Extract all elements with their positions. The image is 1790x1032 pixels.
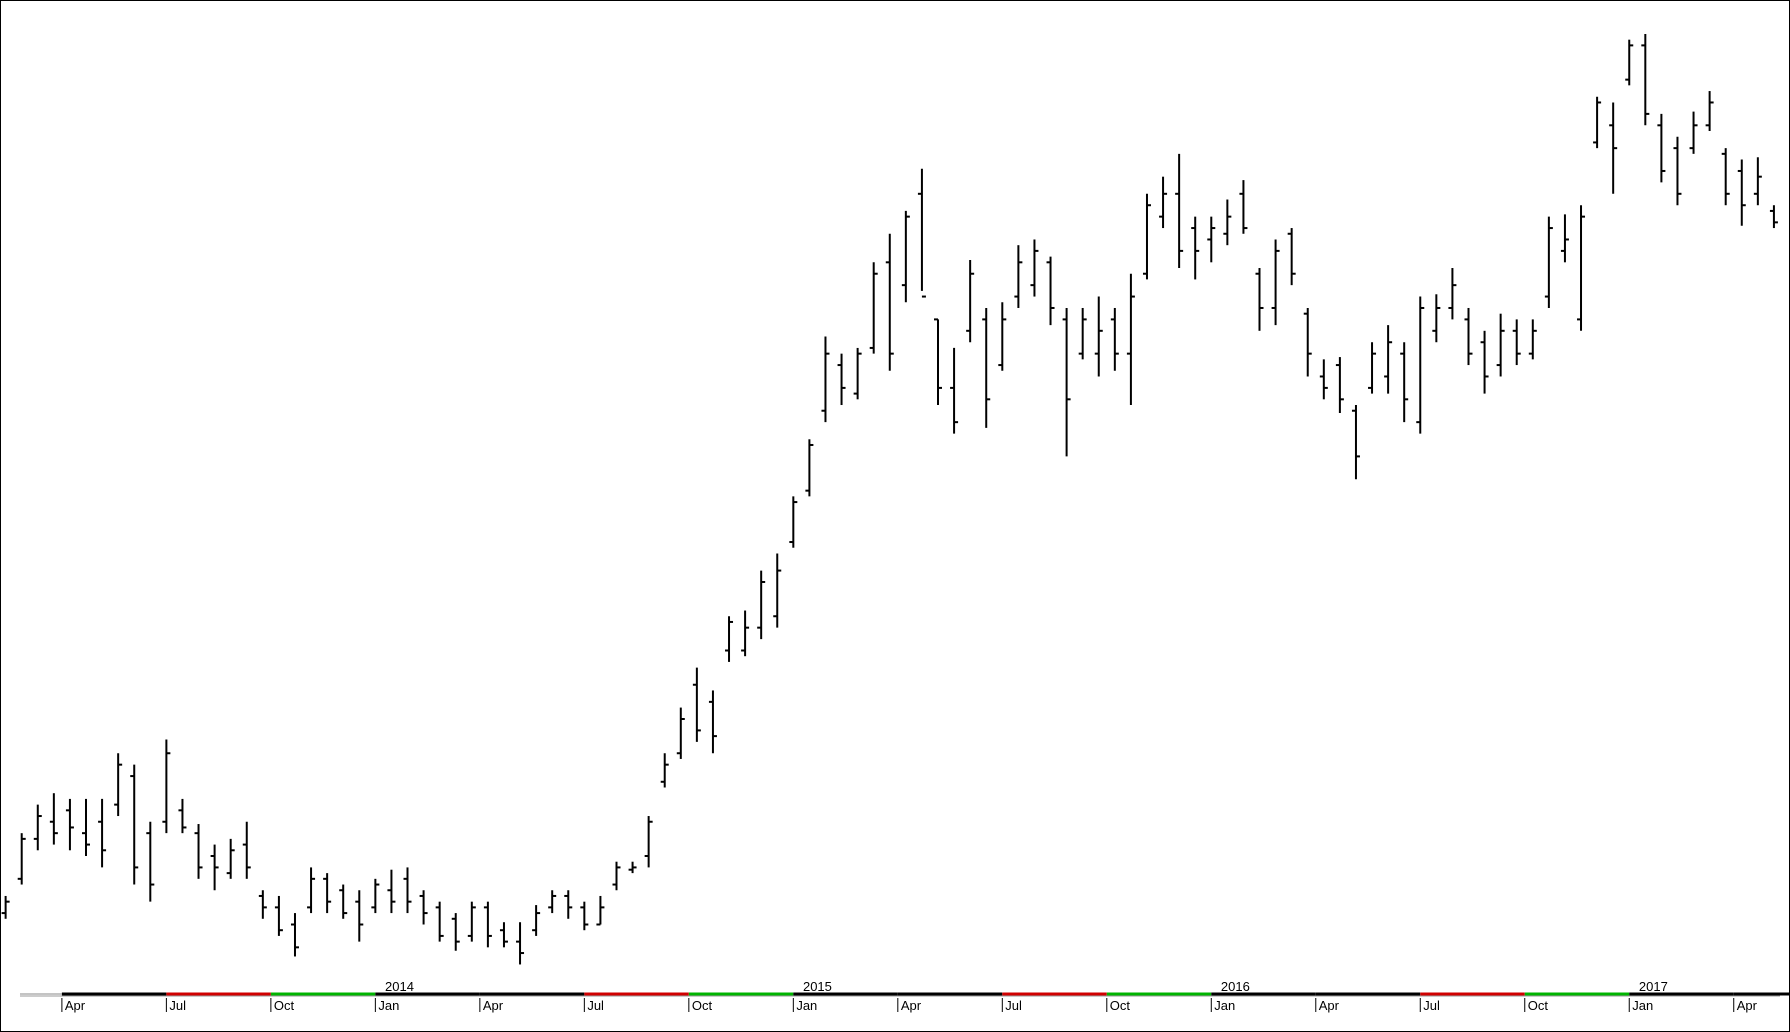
year-label: 2014 <box>385 979 414 994</box>
x-tick-label: Apr <box>65 998 86 1013</box>
year-label: 2016 <box>1221 979 1250 994</box>
x-tick-label: Oct <box>692 998 713 1013</box>
x-tick-label: Apr <box>901 998 922 1013</box>
x-tick-label: Jul <box>1005 998 1022 1013</box>
x-tick-label: Jan <box>1214 998 1235 1013</box>
year-label: 2017 <box>1639 979 1668 994</box>
x-tick-label: Oct <box>1528 998 1549 1013</box>
x-tick-label: Oct <box>1110 998 1131 1013</box>
year-label: 2015 <box>803 979 832 994</box>
x-tick-label: Jan <box>1632 998 1653 1013</box>
x-tick-label: Jul <box>1423 998 1440 1013</box>
x-tick-label: Jul <box>169 998 186 1013</box>
x-tick-label: Oct <box>274 998 295 1013</box>
x-tick-label: Apr <box>483 998 504 1013</box>
x-tick-label: Jan <box>378 998 399 1013</box>
x-tick-label: Apr <box>1319 998 1340 1013</box>
x-tick-label: Apr <box>1737 998 1758 1013</box>
x-tick-label: Jul <box>587 998 604 1013</box>
x-tick-label: Jan <box>796 998 817 1013</box>
